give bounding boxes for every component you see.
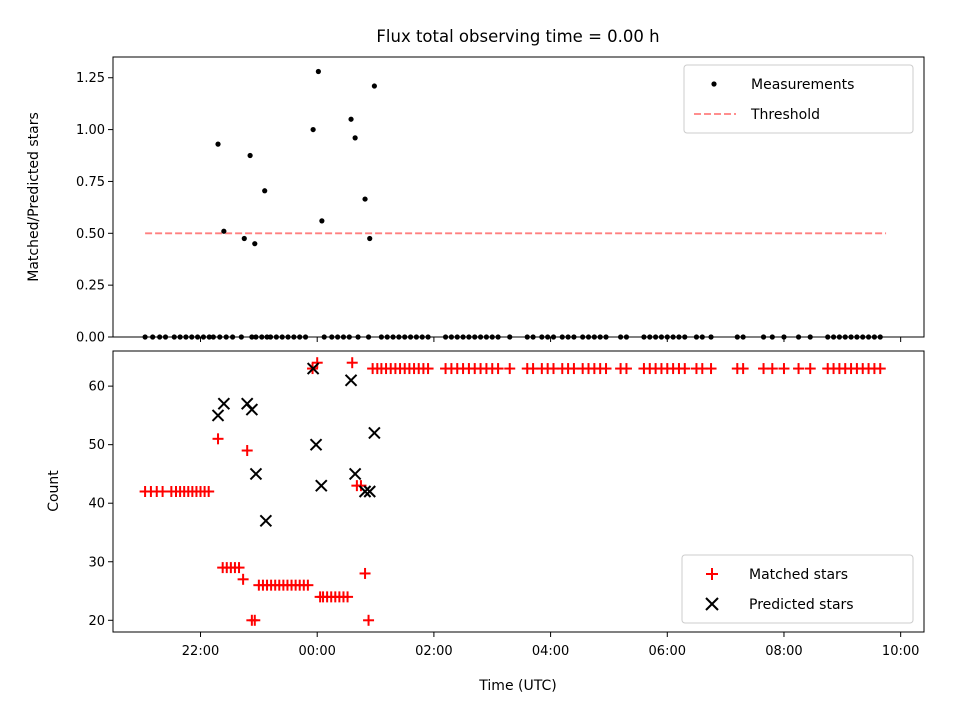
matched-point bbox=[203, 486, 215, 497]
bottom-legend: Matched stars Predicted stars bbox=[681, 554, 914, 624]
matched-point bbox=[237, 573, 249, 585]
matched-point bbox=[212, 433, 224, 445]
matched-point bbox=[249, 614, 261, 626]
top-ytick-label: 0.25 bbox=[76, 279, 105, 294]
matched-point bbox=[737, 363, 749, 375]
matched-point bbox=[342, 591, 354, 603]
bottom-xtick-label: 08:00 bbox=[765, 644, 802, 659]
measurement-point bbox=[352, 135, 358, 141]
matched-point bbox=[705, 363, 717, 375]
bottom-xlabel: Time (UTC) bbox=[478, 678, 556, 694]
matched-point bbox=[422, 363, 434, 375]
predicted-point bbox=[344, 374, 358, 387]
bottom-xtick-label: 06:00 bbox=[649, 644, 686, 659]
legend-threshold-label: Threshold bbox=[750, 107, 820, 123]
bottom-ylabel: Count bbox=[46, 470, 62, 512]
matched-point bbox=[766, 363, 778, 375]
matched-point bbox=[363, 614, 375, 626]
measurement-point bbox=[367, 235, 373, 242]
matched-point bbox=[346, 357, 358, 369]
predicted-point bbox=[368, 426, 381, 440]
bottom-panel: 20 30 40 50 60 22:00 00:00 02:00 04:00 06:00 08:00… bbox=[46, 350, 925, 694]
predicted-point bbox=[259, 514, 273, 527]
bottom-xtick-label: 02:00 bbox=[415, 644, 452, 659]
legend-matched-marker bbox=[706, 568, 718, 580]
predicted-point bbox=[348, 467, 362, 481]
matched-point bbox=[600, 363, 612, 375]
measurement-point bbox=[252, 241, 258, 247]
bottom-xtick-label: 22:00 bbox=[182, 644, 219, 659]
predicted-point bbox=[217, 397, 231, 410]
measurement-point bbox=[315, 68, 321, 75]
matched-point bbox=[793, 363, 805, 375]
bottom-ytick-label: 60 bbox=[88, 380, 105, 395]
top-panel: 0.00 0.25 0.50 0.75 1.00 1.25 Matched/Predict… bbox=[26, 56, 925, 346]
top-ytick-label: 0.50 bbox=[76, 227, 105, 242]
matched-point bbox=[241, 445, 253, 457]
bottom-xtick-label: 00:00 bbox=[298, 644, 335, 659]
measurement-point bbox=[362, 196, 368, 202]
measurement-point bbox=[348, 116, 354, 122]
bottom-ytick-label: 30 bbox=[88, 555, 105, 570]
measurement-point bbox=[310, 126, 316, 133]
bottom-ytick-label: 40 bbox=[88, 497, 105, 512]
matched-point bbox=[492, 363, 504, 375]
measurement-point bbox=[262, 188, 268, 194]
matched-point bbox=[620, 363, 632, 375]
matched-point bbox=[233, 562, 245, 574]
bottom-xtick-label: 10:00 bbox=[882, 644, 919, 659]
predicted-point bbox=[249, 467, 263, 481]
matched-point bbox=[804, 363, 816, 375]
matched-point bbox=[359, 567, 371, 579]
predicted-point bbox=[358, 485, 372, 498]
matched-point bbox=[311, 357, 323, 369]
matched-point bbox=[874, 363, 886, 375]
measurement-point bbox=[371, 83, 377, 89]
measurement-point bbox=[247, 152, 253, 159]
matched-point bbox=[778, 363, 790, 375]
measurement-point bbox=[221, 228, 227, 234]
measurement-point bbox=[215, 141, 221, 147]
top-ytick-label: 1.00 bbox=[76, 123, 105, 138]
legend-measurements-marker bbox=[711, 81, 717, 87]
legend-matched-label: Matched stars bbox=[749, 567, 848, 583]
legend-predicted-label: Predicted stars bbox=[749, 597, 854, 613]
legend-predicted-marker bbox=[705, 597, 719, 611]
predicted-point bbox=[211, 409, 225, 422]
predicted-point bbox=[245, 403, 259, 416]
predicted-point bbox=[315, 479, 328, 492]
bottom-xtick-label: 04:00 bbox=[532, 644, 569, 659]
predicted-point bbox=[306, 362, 320, 375]
top-legend: Measurements Threshold bbox=[683, 64, 914, 134]
bottom-ytick-label: 50 bbox=[88, 438, 105, 453]
legend-measurements-label: Measurements bbox=[751, 77, 854, 93]
top-ytick-label: 0.00 bbox=[76, 331, 105, 346]
bottom-axes-frame bbox=[112, 350, 925, 633]
measurement-point bbox=[319, 218, 325, 224]
top-ytick-label: 1.25 bbox=[76, 71, 105, 86]
top-ylabel: Matched/Predicted stars bbox=[26, 112, 42, 282]
chart-title: Flux total observing time = 0.00 h bbox=[376, 27, 659, 46]
top-ytick-label: 0.75 bbox=[76, 175, 105, 190]
matched-point bbox=[679, 363, 691, 375]
bottom-ytick-label: 20 bbox=[88, 614, 105, 629]
bottom-marks bbox=[139, 357, 886, 626]
top-legend-box bbox=[683, 64, 914, 134]
predicted-point bbox=[363, 485, 376, 498]
top-axes-frame bbox=[112, 56, 925, 338]
predicted-point bbox=[309, 438, 323, 451]
measurement-point bbox=[241, 235, 247, 242]
matched-point bbox=[504, 363, 516, 375]
bottom-legend-box bbox=[681, 554, 914, 624]
matched-point bbox=[302, 579, 314, 591]
